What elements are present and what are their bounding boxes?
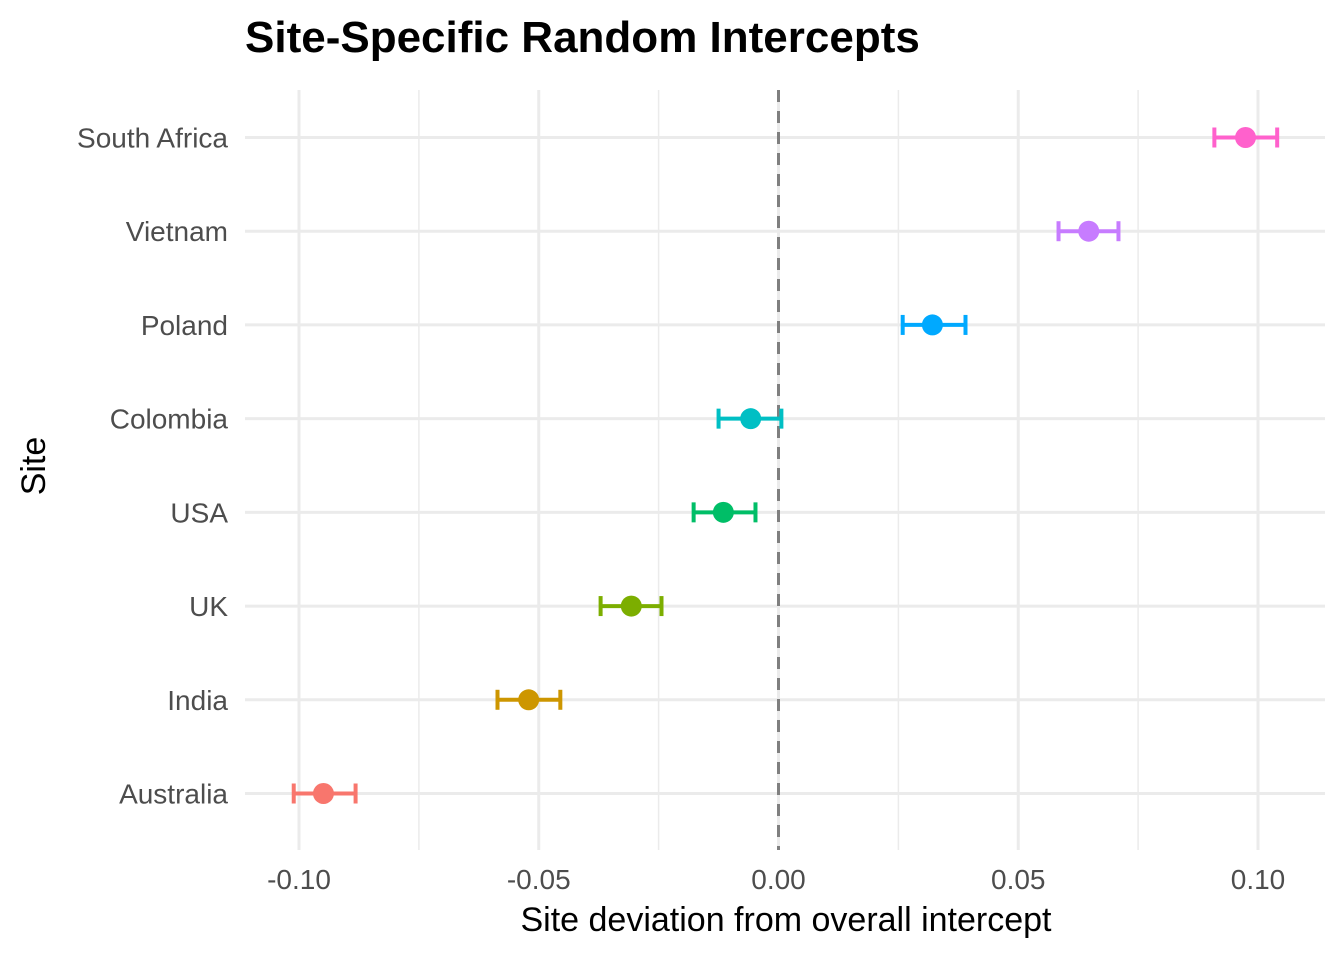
y-tick-label: South Africa [77,123,228,154]
y-tick-label: USA [170,497,228,528]
series-vietnam [1056,220,1121,242]
series-uk [598,595,664,617]
x-tick-label: 0.05 [991,864,1046,895]
data-point [1078,220,1100,242]
y-tick-label: Vietnam [126,216,228,247]
x-axis-label: Site deviation from overall intercept [520,901,1052,939]
x-tick-label: 0.00 [751,864,806,895]
series-poland [900,314,968,336]
series-australia [291,783,358,804]
x-tick-label: -0.05 [507,864,571,895]
chart-title: Site-Specific Random Intercepts [245,13,920,62]
y-tick-label: Australia [119,779,228,810]
series-south-africa [1212,127,1280,148]
series-usa [691,501,758,523]
data-point [740,408,762,430]
marks [291,127,1280,804]
data-point [518,689,540,711]
y-tick-label: UK [189,591,228,622]
data-point [620,595,642,617]
data-point [921,314,943,336]
series-india [495,689,563,711]
y-tick-label: India [167,685,228,716]
data-point [712,501,734,523]
y-tick-labels: Australia India UK USA Colombia Poland Vietnam… [77,123,228,810]
y-tick-label: Poland [141,310,228,341]
series-colombia [716,408,784,430]
x-tick-label: 0.10 [1231,864,1286,895]
data-point [1235,127,1257,148]
x-tick-label: -0.10 [267,864,331,895]
y-tick-label: Colombia [110,404,229,435]
x-tick-labels: -0.10 -0.05 0.00 0.05 0.10 [267,864,1285,895]
y-axis-label: Site [15,437,53,496]
data-point [312,783,334,804]
grid [245,90,1325,850]
